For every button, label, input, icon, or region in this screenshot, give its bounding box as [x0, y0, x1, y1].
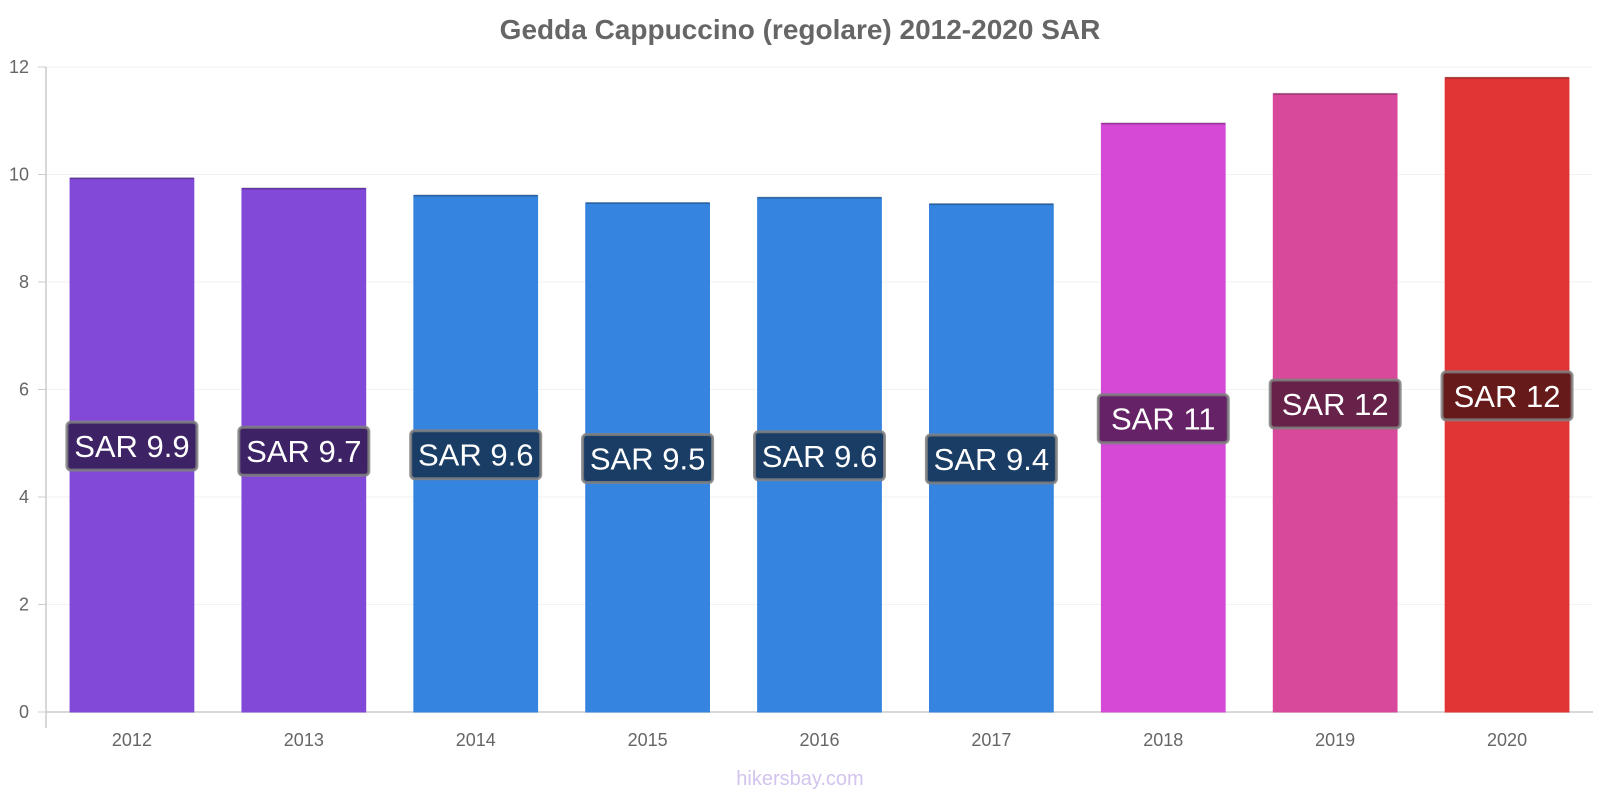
y-tick-label: 6 [19, 380, 29, 400]
x-tick-label: 2013 [284, 730, 324, 750]
data-labels: SAR 9.9 SAR 9.7 SAR 9.6 SAR 9.5 SAR 9.6 SAR 9… [65, 370, 1574, 485]
data-label: SAR 12 [1454, 379, 1561, 414]
data-label: SAR 11 [1111, 402, 1216, 437]
data-label-box [237, 425, 371, 477]
data-label: SAR 9.7 [246, 434, 361, 469]
y-tick-label: 4 [19, 487, 29, 507]
data-label-box [581, 432, 715, 484]
y-tick-label: 2 [19, 595, 29, 615]
y-tick-label: 12 [9, 57, 29, 77]
tick-labels: 0 2 4 6 8 10 12 2012 2013 2014 2015 2016 2017 2018 201… [9, 57, 1527, 750]
y-tick-label: 8 [19, 272, 29, 292]
watermark: hikersbay.com [736, 768, 864, 790]
y-tick-label: 10 [9, 165, 29, 185]
x-tick-label: 2019 [1315, 730, 1355, 750]
chart-title: Gedda Cappuccino (regolare) 2012-2020 SA… [499, 14, 1101, 45]
data-label-box [409, 429, 543, 481]
data-label-box [753, 430, 886, 482]
data-label-box [1096, 393, 1230, 445]
x-tick-label: 2020 [1487, 730, 1527, 750]
x-tick-label: 2017 [971, 730, 1011, 750]
data-label-box [924, 433, 1058, 485]
data-label: SAR 9.9 [74, 429, 189, 464]
data-label: SAR 9.6 [762, 439, 877, 474]
x-tick-label: 2015 [628, 730, 668, 750]
data-label: SAR 9.6 [418, 438, 533, 473]
data-label-box [1268, 378, 1402, 430]
data-label: SAR 12 [1282, 387, 1389, 422]
data-label: SAR 9.4 [934, 442, 1049, 477]
data-label: SAR 9.5 [590, 441, 705, 476]
y-tick-label: 0 [19, 702, 29, 722]
x-tick-label: 2012 [112, 730, 152, 750]
data-label-box [1440, 370, 1574, 422]
x-tick-label: 2014 [456, 730, 496, 750]
x-tick-label: 2018 [1143, 730, 1183, 750]
x-tick-label: 2016 [799, 730, 839, 750]
data-label-box [65, 420, 199, 472]
